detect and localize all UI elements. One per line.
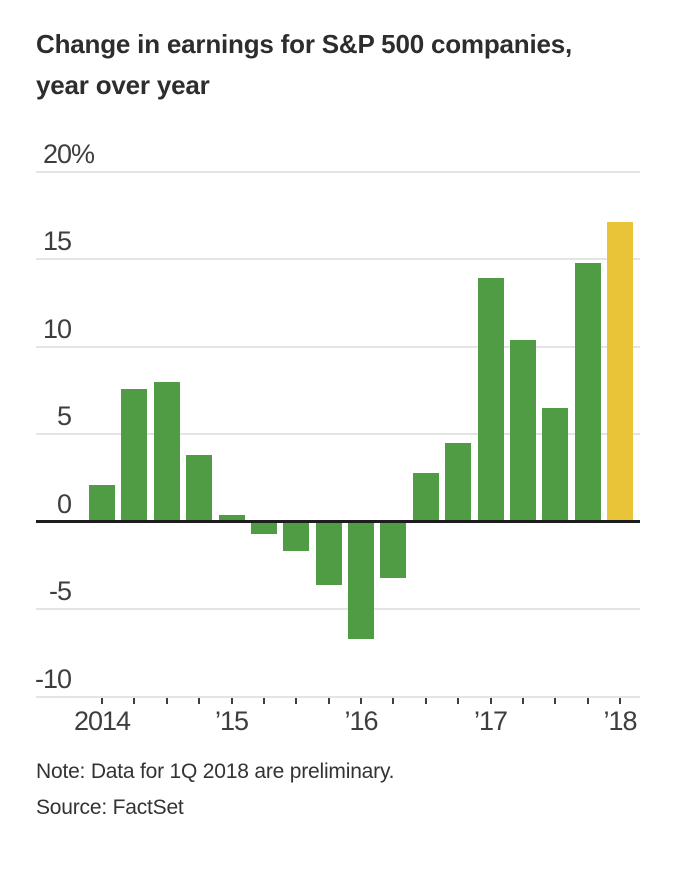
x-axis-tick-7 (327, 697, 330, 704)
bar-q1-2018 (607, 222, 633, 522)
bar-q1-2017 (477, 278, 504, 522)
bar-q3-2015 (283, 521, 310, 552)
x-axis-tick-8 (360, 697, 362, 704)
bar-q3-2017 (542, 407, 569, 522)
chart-source: Source: FactSet (36, 796, 184, 819)
x-axis-tick-5 (262, 697, 265, 704)
bar-q4-2015 (315, 521, 342, 585)
x-axis-tick-9 (392, 697, 395, 704)
x-axis-tick-2 (165, 697, 168, 704)
x-axis-label-2014: 2014 (73, 706, 131, 736)
y-axis-label-5: 5 (56, 401, 72, 431)
x-axis-label-18: ’18 (603, 706, 637, 736)
x-axis-tick-13 (521, 697, 524, 704)
y-axis-label--10: -10 (34, 663, 72, 694)
x-axis-tick-0 (101, 697, 103, 704)
x-axis-tick-14 (554, 697, 557, 704)
x-axis-tick-1 (133, 697, 136, 704)
x-axis-tick-6 (295, 697, 298, 704)
chart-title-line-2: year over year (36, 70, 210, 100)
bar-q3-2014 (153, 381, 180, 522)
x-axis-label-15: ’15 (214, 706, 249, 736)
bar-q2-2016 (380, 521, 407, 578)
chart-note: Note: Data for 1Q 2018 are preliminary. (36, 760, 395, 783)
bar-q1-2016 (348, 521, 374, 639)
bar-q4-2014 (186, 455, 213, 522)
bar-q2-2014 (121, 388, 148, 522)
x-axis-label-17: ’17 (473, 706, 508, 736)
chart-title-line-1: Change in earnings for S&P 500 companies… (36, 29, 573, 59)
x-axis-tick-3 (198, 697, 201, 704)
bar-q2-2017 (509, 339, 536, 522)
bar-q2-2015 (250, 521, 277, 534)
x-axis-label-16: ’16 (344, 706, 378, 736)
x-axis-tick-10 (424, 697, 427, 704)
x-axis-tick-12 (489, 697, 492, 704)
bar-q4-2017 (574, 262, 601, 522)
gridline--5 (36, 608, 640, 610)
bar-q3-2016 (412, 472, 439, 522)
y-axis-label-10: 10 (42, 313, 72, 344)
y-axis-unit-label: % (71, 138, 96, 169)
x-axis-tick-11 (457, 697, 460, 704)
gridline--10 (36, 695, 640, 698)
gridline-10 (36, 345, 640, 348)
y-axis-label-15: 15 (42, 226, 72, 256)
gridline-20 (36, 170, 640, 173)
x-axis-tick-4 (230, 697, 233, 704)
zero-axis-line (36, 520, 640, 523)
x-axis-tick-16 (619, 697, 621, 704)
x-axis-tick-15 (586, 697, 589, 704)
y-axis-label-20: 20% (42, 138, 96, 169)
bar-q1-2015 (218, 514, 245, 522)
gridline-5 (36, 433, 640, 435)
chart-title: Change in earnings for S&P 500 companies… (36, 24, 651, 106)
bar-q1-2014 (89, 484, 115, 522)
gridline-15 (36, 258, 640, 260)
bar-q4-2016 (445, 442, 472, 522)
y-axis-label--5: -5 (48, 576, 72, 606)
y-axis-label-0: 0 (56, 488, 72, 519)
